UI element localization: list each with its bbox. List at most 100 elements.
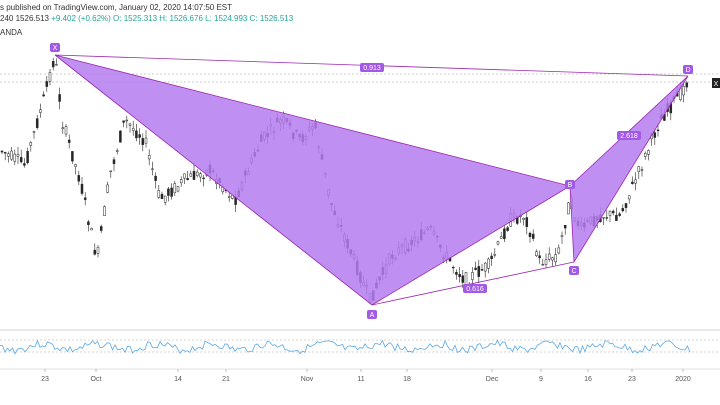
candle-body <box>522 217 525 220</box>
candle-body <box>627 195 631 200</box>
candle-body <box>7 153 10 157</box>
candle-body <box>615 214 618 221</box>
candle-body <box>493 254 497 256</box>
candle-body <box>173 183 177 194</box>
candle-body <box>656 129 660 131</box>
candle-body <box>128 123 132 126</box>
candle-body <box>157 190 161 198</box>
candle-body <box>176 186 180 192</box>
candle-body <box>135 130 138 139</box>
candle-body <box>29 142 33 146</box>
candle-body <box>151 168 154 170</box>
candle-body <box>199 173 202 178</box>
candle-body <box>35 118 39 128</box>
candle-body <box>227 196 231 198</box>
candle-body <box>106 184 109 193</box>
x-tick-label: 23 <box>628 376 636 383</box>
xab-triangle[interactable] <box>54 54 572 306</box>
candle-body <box>483 262 487 272</box>
candle-body <box>179 179 183 184</box>
point-b-label[interactable]: B <box>565 180 575 189</box>
candle-body <box>71 151 74 162</box>
x-tick-label: 2020 <box>675 376 691 383</box>
svg-text:0.616: 0.616 <box>466 286 484 293</box>
candle-body <box>131 127 135 131</box>
candle-body <box>93 249 97 255</box>
candle-body <box>567 202 570 215</box>
x-tick-label: 11 <box>357 376 364 383</box>
candle-body <box>608 210 612 216</box>
symbol-quote-line: 240 1526.513 +9.402 (+0.62%) O: 1525.313… <box>0 14 293 23</box>
x-tick-label: Dec <box>486 376 499 383</box>
x-tick-label: 23 <box>41 376 49 383</box>
bcd-triangle[interactable] <box>569 75 689 264</box>
candle-body <box>461 275 465 283</box>
svg-text:2.618: 2.618 <box>620 133 638 140</box>
x-axis: 23 Oct 14 21 Nov 11 18 Dec 9 16 23 2020 <box>41 369 691 383</box>
svg-text:B: B <box>568 182 573 189</box>
candle-body <box>451 266 455 269</box>
candle-body <box>506 227 509 231</box>
candle-body <box>557 247 561 254</box>
candle-body <box>83 197 87 200</box>
candle-body <box>55 64 58 66</box>
candle-body <box>74 164 77 167</box>
candle-body <box>503 228 506 240</box>
candle-body <box>103 206 106 216</box>
point-a-label[interactable]: A <box>367 310 377 319</box>
svg-text:C: C <box>571 268 576 275</box>
interval-label: 240 <box>0 14 14 23</box>
candle-body <box>637 166 641 172</box>
candle-body <box>458 274 461 278</box>
candle-body <box>10 150 13 160</box>
candle-body <box>528 232 532 237</box>
ratio-label-ac: 0.616 <box>463 284 487 293</box>
svg-text:D: D <box>685 67 690 74</box>
candle-body <box>144 137 148 144</box>
candle-body <box>487 258 490 269</box>
x-tick-label: 9 <box>539 376 543 383</box>
candle-body <box>490 255 493 259</box>
candle-body <box>23 163 26 166</box>
candle-body <box>563 225 567 229</box>
ratio-label-xd: 0.913 <box>360 63 384 72</box>
candle-body <box>471 272 474 280</box>
candle-body <box>547 253 551 260</box>
candle-body <box>477 266 481 277</box>
candle-body <box>538 255 541 259</box>
candle-body <box>138 134 141 138</box>
candle-body <box>115 150 119 152</box>
candle-body <box>183 173 186 179</box>
ohlc-values: O: 1525.313 H: 1526.676 L: 1524.993 C: 1… <box>113 14 294 23</box>
candle-body <box>112 159 116 164</box>
candle-body <box>634 179 637 184</box>
point-d-label[interactable]: D <box>683 65 693 74</box>
point-x-label[interactable]: X <box>50 43 60 52</box>
candle-body <box>67 139 71 143</box>
candle-body <box>480 269 484 271</box>
candle-body <box>531 233 535 239</box>
candle-body <box>154 175 157 181</box>
ratio-label-bd: 2.618 <box>617 131 641 140</box>
svg-text:0.913: 0.913 <box>363 65 381 72</box>
candle-body <box>541 263 545 266</box>
x-tick-label: Nov <box>301 376 314 383</box>
candle-body <box>551 257 554 261</box>
candle-body <box>3 152 7 154</box>
candle-body <box>195 171 199 176</box>
candle-body <box>13 153 17 162</box>
candle-body <box>682 86 685 96</box>
candle-body <box>640 169 644 171</box>
candle-body <box>544 259 548 265</box>
candle-body <box>202 177 205 180</box>
candle-body <box>109 170 113 173</box>
candle-body <box>605 217 609 219</box>
point-c-label[interactable]: C <box>569 266 579 275</box>
candle-body <box>189 173 193 177</box>
candle-body <box>87 221 90 225</box>
candle-body <box>80 183 84 194</box>
candle-body <box>64 126 68 135</box>
candle-body <box>26 151 29 163</box>
last-price-tag: X <box>712 78 720 88</box>
